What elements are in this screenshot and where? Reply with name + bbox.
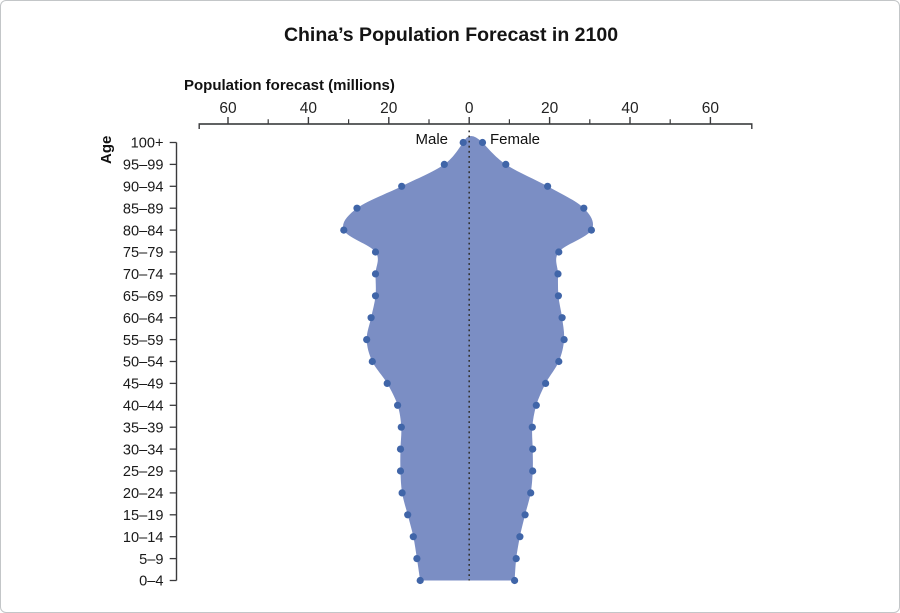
data-point-dot xyxy=(554,292,563,300)
data-point-dot xyxy=(528,423,536,431)
age-tick-label: 60–64 xyxy=(123,311,164,327)
female-series-label: Female xyxy=(490,131,540,148)
pyramid-area xyxy=(343,136,594,581)
data-point-dot xyxy=(416,576,424,585)
x-tick-label: 20 xyxy=(541,100,559,117)
data-point-dot xyxy=(340,226,348,234)
data-point-dot xyxy=(532,401,540,409)
chart-generated-layer: 60 40 20 0 20 40 60 100+ 95–99 90–94 85–89 80–84 75–… xyxy=(123,100,753,590)
data-point-dot xyxy=(409,533,417,541)
age-tick-label: 70–74 xyxy=(123,267,164,283)
data-point-dot xyxy=(371,248,380,256)
data-point-dot xyxy=(367,314,375,322)
data-point-dot xyxy=(555,357,563,366)
data-point-dot xyxy=(587,226,596,234)
data-point-dot xyxy=(398,489,406,497)
data-point-dot xyxy=(371,292,380,300)
data-point-dot xyxy=(560,336,568,344)
male-series-label: Male xyxy=(415,131,448,148)
age-tick-label: 95–99 xyxy=(123,158,164,174)
data-point-dot xyxy=(521,511,529,519)
data-point-dot xyxy=(580,204,588,212)
data-point-dot xyxy=(368,357,376,366)
age-tick-label: 90–94 xyxy=(123,180,164,196)
data-point-dot xyxy=(502,160,510,168)
age-tick-label: 65–69 xyxy=(123,289,164,305)
data-point-dot xyxy=(398,182,406,190)
x-tick-label: 40 xyxy=(621,100,639,117)
data-point-dot xyxy=(440,160,448,168)
age-tick-label: 45–49 xyxy=(123,377,164,393)
data-point-dot xyxy=(529,445,537,453)
data-point-dot xyxy=(404,511,412,519)
x-axis-title: Population forecast (millions) xyxy=(184,77,395,94)
age-tick-label: 85–89 xyxy=(123,201,164,217)
data-point-dot xyxy=(413,555,421,563)
data-point-dot xyxy=(363,336,371,344)
x-tick-label: 60 xyxy=(702,100,720,117)
age-tick-label: 55–59 xyxy=(123,333,164,349)
data-point-dot xyxy=(371,270,380,278)
data-point-dot xyxy=(512,555,520,563)
age-tick-label: 5–9 xyxy=(139,552,163,568)
age-tick-label: 15–19 xyxy=(123,508,164,524)
x-tick-label: 0 xyxy=(465,100,474,117)
age-tick-label: 40–44 xyxy=(123,399,164,415)
age-tick-label: 80–84 xyxy=(123,223,164,239)
data-point-dot xyxy=(397,423,405,431)
age-tick-label: 75–79 xyxy=(123,245,164,261)
data-point-dot xyxy=(555,248,563,256)
age-tick-label: 25–29 xyxy=(123,464,164,480)
data-point-dot xyxy=(394,401,402,409)
data-point-dot xyxy=(554,270,562,278)
data-point-dot xyxy=(542,379,550,387)
age-tick-label: 35–39 xyxy=(123,420,164,436)
data-point-dot xyxy=(529,467,537,475)
age-tick-label: 50–54 xyxy=(123,355,164,371)
data-point-dot xyxy=(516,533,524,541)
data-point-dot xyxy=(510,576,519,585)
age-tick-label: 0–4 xyxy=(139,574,163,590)
x-tick-label: 20 xyxy=(380,100,398,117)
data-point-dot xyxy=(396,445,405,453)
age-tick-label: 30–34 xyxy=(123,442,164,458)
x-tick-label: 60 xyxy=(219,100,237,117)
data-point-dot xyxy=(353,204,361,212)
x-tick-label: 40 xyxy=(300,100,318,117)
data-point-dot xyxy=(459,138,467,147)
data-point-dot xyxy=(478,138,487,147)
data-point-dot xyxy=(544,182,552,190)
age-tick-label: 20–24 xyxy=(123,486,164,502)
y-axis-title: Age xyxy=(98,136,115,164)
data-point-dot xyxy=(396,467,405,475)
age-tick-label: 10–14 xyxy=(123,530,164,546)
age-tick-label: 100+ xyxy=(131,136,164,152)
data-point-dot xyxy=(558,314,566,322)
data-point-dot xyxy=(383,379,391,387)
data-point-dot xyxy=(527,489,535,497)
chart-title: China’s Population Forecast in 2100 xyxy=(284,24,618,46)
